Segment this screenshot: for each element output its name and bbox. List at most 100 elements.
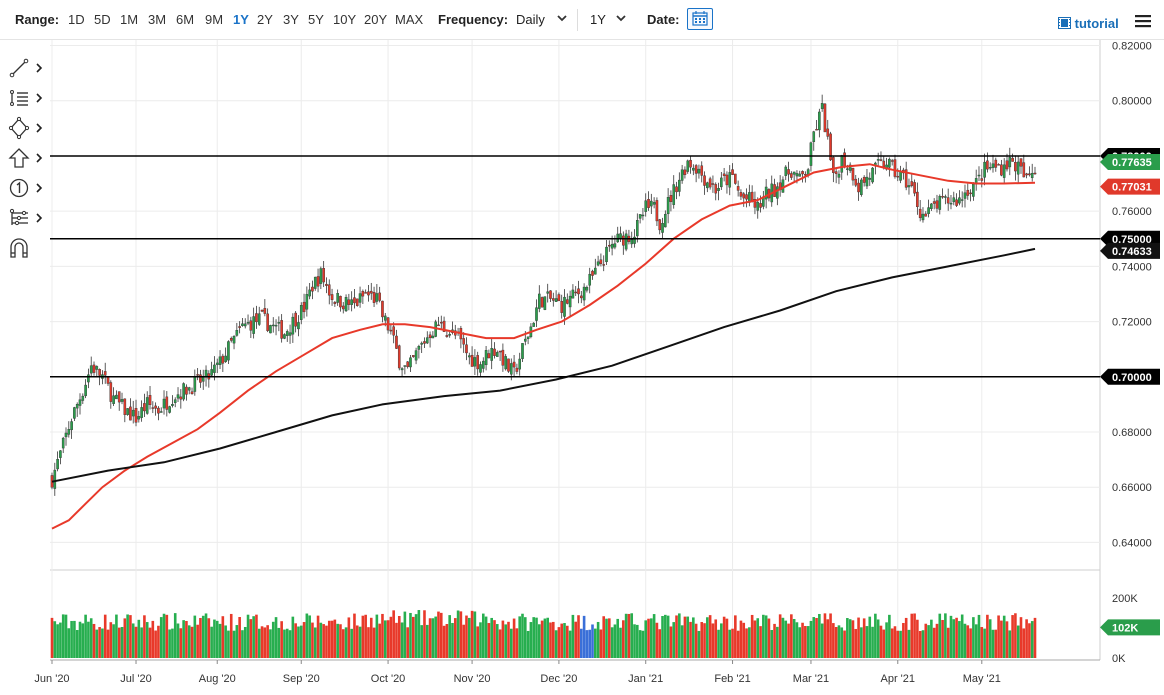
volume-bar (143, 615, 146, 658)
volume-bar (714, 619, 718, 658)
volume-bar (638, 630, 642, 658)
candle-body (616, 233, 620, 243)
period-select[interactable]: 1Y (590, 12, 606, 27)
range-9m-button[interactable]: 9M (205, 12, 224, 27)
magnet-icon[interactable] (8, 236, 44, 260)
volume-bar (650, 618, 653, 658)
volume-bar (832, 623, 835, 658)
volume-bar (336, 623, 339, 658)
annotation-number-icon[interactable] (8, 176, 44, 200)
volume-bar (921, 630, 925, 658)
candle-body (157, 407, 160, 414)
candle-body (745, 194, 748, 200)
range-2y-button[interactable]: 2Y (257, 12, 273, 27)
candle-body (736, 186, 740, 191)
candle-body (1005, 160, 1009, 170)
volume-bar (417, 610, 421, 658)
candle-body (552, 298, 555, 301)
chevron-down-icon[interactable] (556, 11, 568, 25)
volume-bar (196, 624, 199, 658)
volume-bar (549, 622, 552, 658)
volume-bar (725, 618, 729, 658)
range-3y-button[interactable]: 3Y (283, 12, 299, 27)
node-tree-icon[interactable] (8, 206, 44, 230)
volume-bar (451, 623, 454, 658)
tutorial-link[interactable]: tutorial (1058, 16, 1119, 31)
volume-bar (585, 630, 589, 658)
volume-bar (537, 624, 541, 658)
volume-bar (776, 626, 779, 658)
volume-bar (644, 620, 648, 658)
candle-body (78, 399, 82, 406)
volume-bar (263, 627, 267, 658)
volume-bar (140, 627, 143, 658)
range-20y-button[interactable]: 20Y (364, 12, 388, 27)
candle-body (829, 133, 832, 161)
volume-bar (661, 615, 664, 658)
price-chart[interactable]: 0.820000.800000.780000.760000.740000.720… (0, 40, 1164, 695)
candle-body (725, 174, 729, 186)
candle-body (599, 259, 603, 264)
candle-body (467, 355, 471, 358)
volume-bar (187, 625, 191, 658)
range-3m-button[interactable]: 3M (148, 12, 167, 27)
line-draw-icon[interactable] (8, 56, 44, 80)
volume-bar (941, 619, 944, 658)
volume-bar (759, 626, 762, 658)
candle-body (700, 165, 704, 176)
candle-body (711, 183, 715, 185)
frequency-select[interactable]: Daily (516, 12, 545, 27)
volume-bar (171, 628, 174, 658)
range-10y-button[interactable]: 10Y (333, 12, 357, 27)
candle-body (263, 308, 267, 314)
arrow-up-icon[interactable] (8, 146, 44, 170)
volume-bar (806, 626, 810, 658)
range-6m-button[interactable]: 6M (176, 12, 195, 27)
candle-body (512, 361, 516, 368)
range-max-button[interactable]: MAX (395, 12, 424, 27)
volume-bar (490, 617, 493, 658)
volume-bar (689, 621, 692, 658)
volume-bar (210, 626, 213, 658)
hamburger-menu-icon[interactable] (1134, 13, 1152, 29)
candle-body (123, 398, 127, 415)
volume-bar (784, 620, 788, 658)
x-tick-label: Mar '21 (793, 673, 829, 685)
volume-bar (591, 624, 594, 658)
candle-body (720, 177, 723, 188)
volume-bar (812, 617, 816, 658)
range-5y-button[interactable]: 5Y (308, 12, 324, 27)
candle-body (213, 364, 216, 373)
volume-bar (386, 620, 390, 658)
candle-body (924, 213, 928, 217)
candle-body (543, 296, 547, 310)
volume-bar (829, 613, 832, 658)
volume-bar (101, 628, 104, 658)
volume-bar (434, 616, 437, 658)
candle-body (792, 171, 796, 175)
candle-body (364, 292, 367, 294)
volume-bar (815, 617, 818, 658)
shapes-icon[interactable] (8, 116, 44, 140)
range-1m-button[interactable]: 1M (120, 12, 139, 27)
candle-body (249, 320, 253, 331)
calendar-button[interactable] (687, 8, 713, 30)
candle-body (344, 297, 348, 312)
candle-body (619, 233, 622, 239)
range-5d-button[interactable]: 5D (94, 12, 111, 27)
volume-bar (389, 616, 393, 658)
volume-bar (61, 614, 65, 658)
candle-body (291, 316, 295, 335)
indicator-list-icon[interactable] (8, 86, 44, 110)
candle-body (81, 395, 85, 401)
x-tick-label: Oct '20 (371, 673, 406, 685)
chevron-down-icon[interactable] (615, 11, 627, 25)
candle-body (255, 313, 258, 323)
candle-body (585, 286, 589, 291)
candle-body (98, 369, 101, 376)
range-1y-button[interactable]: 1Y (233, 12, 249, 27)
volume-bar (974, 624, 978, 658)
range-1d-button[interactable]: 1D (68, 12, 85, 27)
x-tick-label: Jun '20 (34, 673, 69, 685)
candle-body (927, 207, 930, 214)
